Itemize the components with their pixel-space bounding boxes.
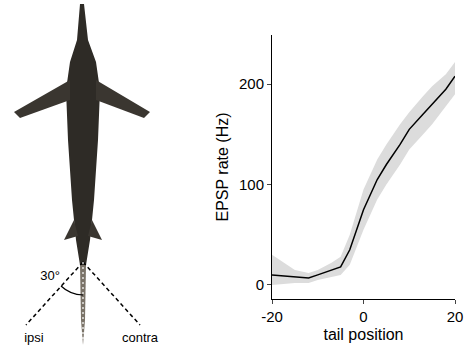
svg-text:20: 20 [447,308,464,325]
svg-text:0: 0 [359,308,367,325]
svg-text:100: 100 [239,176,264,193]
svg-text:-20: -20 [261,308,283,325]
svg-text:contra: contra [122,330,159,345]
svg-text:0: 0 [256,276,264,293]
svg-text:200: 200 [239,75,264,92]
svg-text:tail position: tail position [323,326,403,343]
svg-text:ipsi: ipsi [24,330,44,345]
svg-text:30°: 30° [40,268,60,283]
svg-text:EPSP rate (Hz): EPSP rate (Hz) [214,112,231,221]
